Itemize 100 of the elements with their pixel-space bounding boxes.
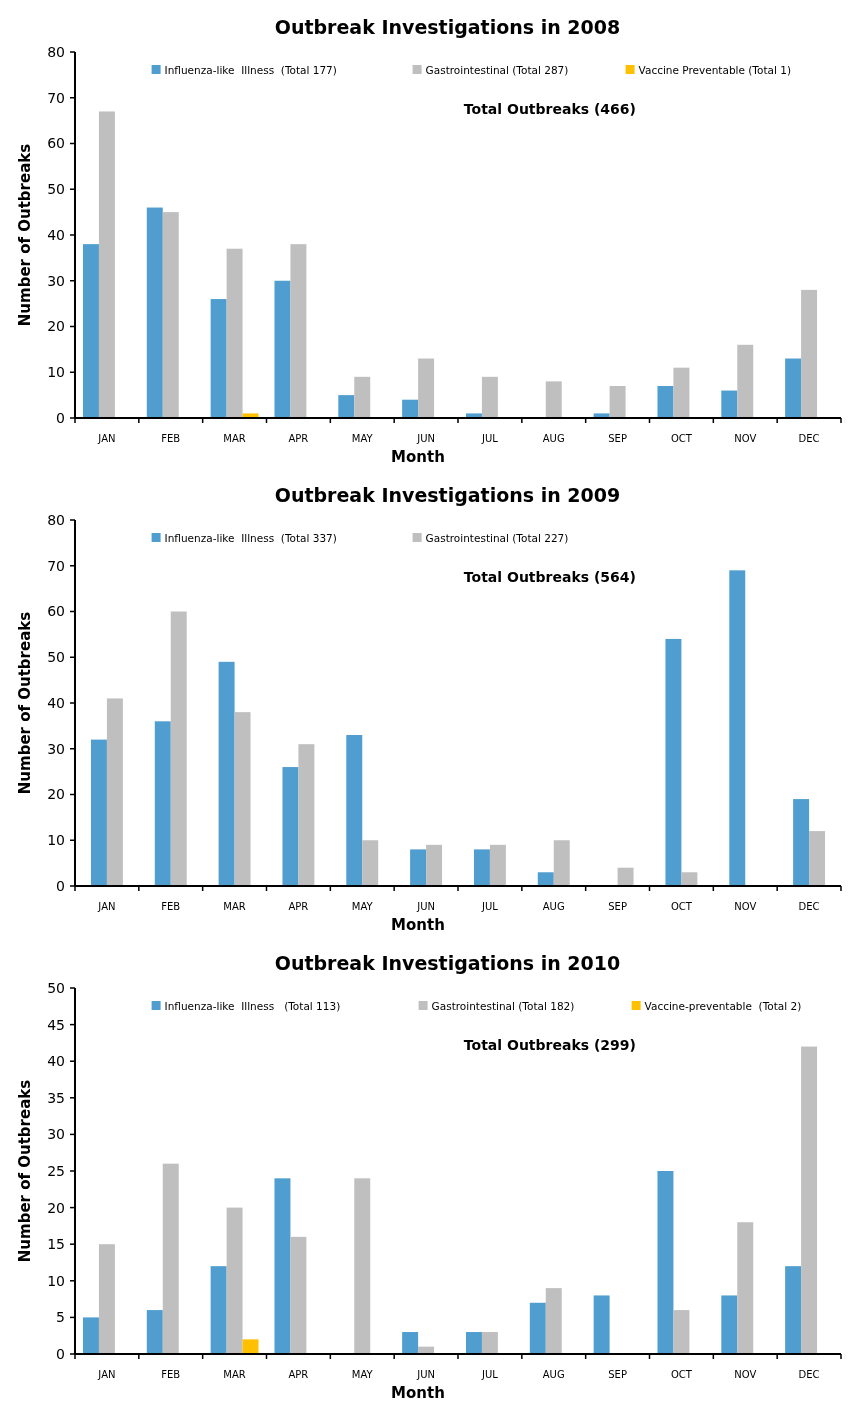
y-tick-label: 20 [47, 786, 65, 803]
bar [529, 1302, 546, 1354]
bar [218, 661, 235, 886]
legend-label: Influenza-like Illness (Total 337) [164, 532, 337, 544]
annotation: Total Outbreaks (466) [463, 101, 636, 117]
bar [162, 212, 179, 418]
bar [354, 1178, 371, 1354]
x-tick-label: MAY [351, 901, 374, 912]
x-tick-label: MAR [223, 433, 246, 444]
x-tick-label: OCT [670, 433, 693, 444]
bar [665, 638, 682, 886]
x-tick-label: JUL [480, 433, 499, 444]
legend-label: Influenza-like Illness (Total 113) [164, 1000, 341, 1012]
bar [473, 849, 490, 886]
bar [729, 570, 746, 886]
bar [290, 1236, 307, 1354]
x-tick-label: FEB [161, 433, 181, 444]
bar [465, 1332, 482, 1354]
bar [721, 390, 738, 418]
legend-label: Gastrointestinal (Total 287) [425, 64, 569, 76]
y-tick-label: 70 [47, 89, 65, 106]
y-tick-label: 0 [56, 877, 65, 894]
x-axis-title: Month [391, 448, 445, 466]
bar [801, 289, 818, 418]
x-tick-label: AUG [542, 433, 565, 444]
y-axis-title: Number of Outbreaks [16, 143, 34, 327]
x-tick-label: FEB [161, 901, 181, 912]
y-tick-label: 5 [56, 1309, 65, 1326]
y-tick-label: 30 [47, 740, 65, 757]
x-tick-label: SEP [608, 1369, 627, 1380]
y-tick-label: 50 [47, 649, 65, 666]
bar [681, 872, 698, 886]
y-tick-label: 45 [47, 1016, 65, 1033]
bar [809, 831, 826, 886]
bar [346, 735, 363, 886]
x-tick-label: JAN [97, 1369, 116, 1380]
x-tick-label: MAY [351, 433, 374, 444]
bar [362, 840, 379, 886]
legend-label: Influenza-like Illness (Total 177) [164, 64, 337, 76]
y-tick-label: 25 [47, 1162, 65, 1179]
bar [146, 207, 163, 418]
x-tick-label: SEP [608, 901, 627, 912]
x-tick-label: NOV [734, 433, 757, 444]
bar [90, 739, 107, 886]
x-tick-label: APR [288, 433, 309, 444]
x-tick-label: JUN [416, 901, 435, 912]
x-tick-label: DEC [798, 433, 820, 444]
legend-label: Gastrointestinal (Total 182) [431, 1000, 575, 1012]
bar [226, 248, 243, 418]
bar [402, 1332, 419, 1354]
bar [481, 1332, 498, 1354]
x-tick-label: SEP [608, 433, 627, 444]
x-tick-label: AUG [542, 901, 565, 912]
y-tick-label: 30 [47, 1126, 65, 1143]
bar [673, 367, 690, 418]
chart-title: Outbreak Investigations in 2008 [274, 16, 621, 38]
y-tick-label: 50 [47, 979, 65, 996]
bar [170, 611, 187, 886]
y-tick-label: 20 [47, 1199, 65, 1216]
bar [82, 244, 99, 418]
bar [234, 712, 251, 886]
bar [593, 1295, 610, 1354]
bar [785, 358, 802, 418]
bar [226, 1207, 243, 1354]
x-tick-label: JAN [97, 433, 116, 444]
annotation: Total Outbreaks (299) [463, 1037, 636, 1053]
y-tick-label: 30 [47, 272, 65, 289]
bar [785, 1266, 802, 1354]
chart-title: Outbreak Investigations in 2010 [274, 952, 621, 974]
y-axis-title: Number of Outbreaks [16, 1079, 34, 1263]
bar [282, 767, 299, 886]
x-tick-label: APR [288, 901, 309, 912]
legend-label: Vaccine Preventable (Total 1) [638, 64, 792, 76]
legend-label: Vaccine-preventable (Total 2) [644, 1000, 802, 1012]
x-tick-label: MAR [223, 1369, 246, 1380]
y-tick-label: 10 [47, 364, 65, 381]
y-tick-label: 10 [47, 832, 65, 849]
bar [298, 744, 315, 886]
y-tick-label: 70 [47, 557, 65, 574]
bar [210, 299, 227, 418]
bar [106, 698, 123, 886]
x-tick-label: NOV [734, 901, 757, 912]
bar [657, 385, 674, 418]
x-tick-label: JAN [97, 901, 116, 912]
bar [801, 1046, 818, 1354]
x-axis-title: Month [391, 916, 445, 934]
x-tick-label: JUL [480, 1369, 499, 1380]
y-tick-label: 40 [47, 226, 65, 243]
y-tick-label: 80 [47, 511, 65, 528]
x-tick-label: OCT [670, 901, 693, 912]
y-tick-label: 0 [56, 1345, 65, 1362]
y-tick-label: 15 [47, 1236, 65, 1253]
y-tick-label: 50 [47, 181, 65, 198]
bar [793, 799, 810, 886]
bar [737, 344, 754, 418]
bar [545, 1288, 562, 1354]
bar [154, 721, 171, 886]
y-axis-title: Number of Outbreaks [16, 611, 34, 795]
bar [242, 1339, 259, 1354]
bar [553, 840, 570, 886]
